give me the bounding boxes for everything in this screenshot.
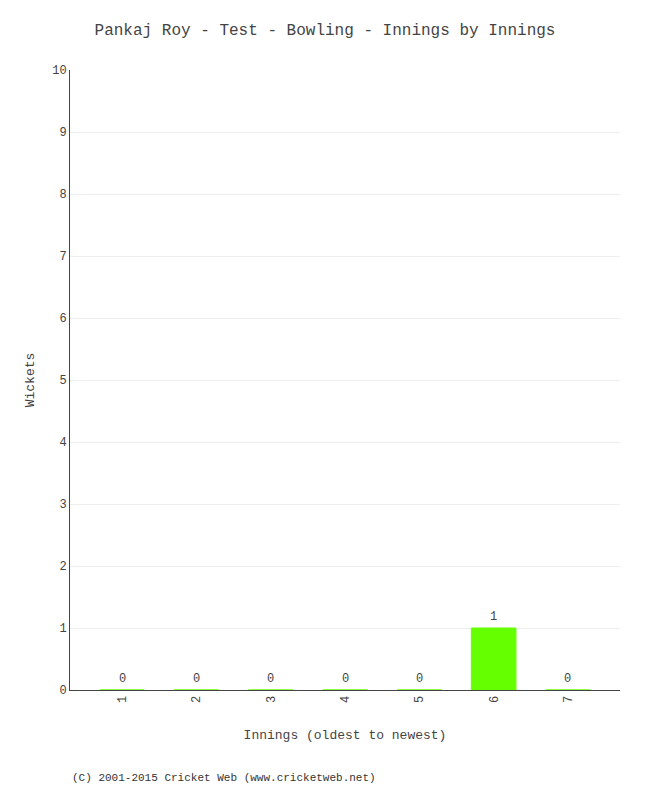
- svg-text:6: 6: [488, 696, 502, 703]
- svg-text:4: 4: [339, 696, 353, 703]
- svg-text:Wickets: Wickets: [23, 353, 38, 408]
- svg-text:7: 7: [562, 696, 576, 703]
- svg-text:2: 2: [190, 696, 204, 703]
- svg-text:(C) 2001-2015 Cricket Web (www: (C) 2001-2015 Cricket Web (www.cricketwe…: [72, 772, 376, 784]
- svg-text:0: 0: [342, 672, 349, 686]
- svg-text:7: 7: [59, 250, 66, 264]
- svg-text:0: 0: [193, 672, 200, 686]
- svg-text:0: 0: [564, 672, 571, 686]
- svg-text:9: 9: [59, 126, 66, 140]
- svg-text:5: 5: [59, 374, 66, 388]
- svg-text:1: 1: [490, 610, 497, 624]
- svg-text:1: 1: [59, 622, 66, 636]
- svg-text:2: 2: [59, 560, 66, 574]
- svg-text:Innings (oldest to newest): Innings (oldest to newest): [244, 728, 447, 743]
- svg-text:3: 3: [59, 498, 66, 512]
- svg-text:6: 6: [59, 312, 66, 326]
- svg-text:8: 8: [59, 188, 66, 202]
- svg-text:0: 0: [267, 672, 274, 686]
- svg-text:Pankaj Roy - Test - Bowling -: Pankaj Roy - Test - Bowling - Innings by…: [95, 22, 556, 40]
- svg-text:4: 4: [59, 436, 66, 450]
- svg-text:0: 0: [416, 672, 423, 686]
- svg-text:0: 0: [119, 672, 126, 686]
- svg-text:10: 10: [52, 64, 66, 78]
- svg-text:3: 3: [265, 696, 279, 703]
- svg-text:0: 0: [59, 684, 66, 698]
- svg-text:5: 5: [413, 696, 427, 703]
- svg-text:1: 1: [116, 696, 130, 703]
